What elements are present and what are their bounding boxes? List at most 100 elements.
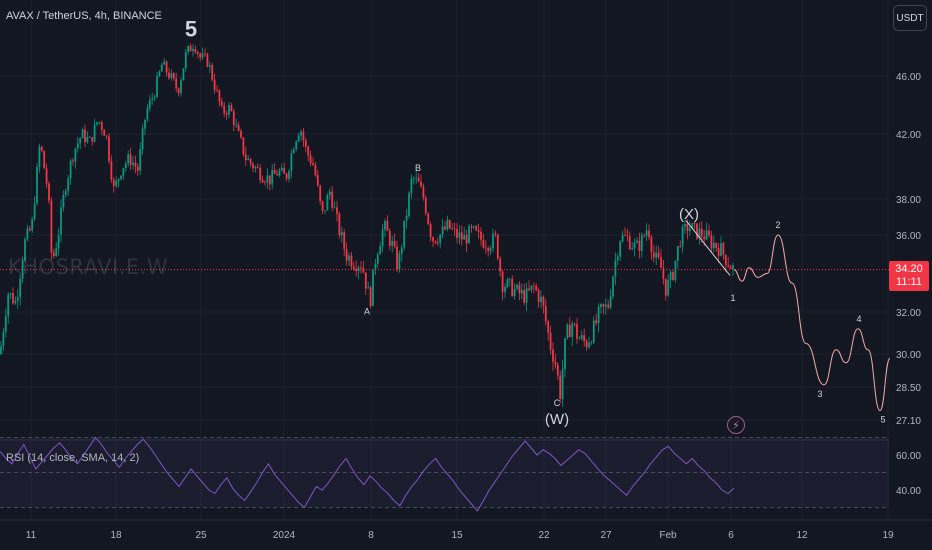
candle bbox=[684, 219, 686, 234]
lightning-icon[interactable]: ⚡︎ bbox=[727, 416, 745, 434]
candle-body bbox=[415, 177, 418, 179]
candle bbox=[280, 163, 283, 172]
candle-body bbox=[204, 53, 206, 55]
candle-body bbox=[254, 166, 257, 169]
candle-body bbox=[348, 255, 350, 261]
candle bbox=[74, 147, 77, 169]
candle bbox=[297, 133, 300, 143]
candle-body bbox=[60, 207, 62, 235]
candle bbox=[115, 176, 118, 188]
candle-body bbox=[568, 324, 571, 338]
candle bbox=[388, 228, 391, 251]
candle-body bbox=[585, 341, 588, 348]
candle bbox=[494, 230, 497, 238]
candle bbox=[288, 169, 290, 183]
candle bbox=[652, 245, 655, 263]
candle-body bbox=[69, 160, 72, 178]
candle-body bbox=[400, 247, 403, 254]
candle-body bbox=[290, 153, 293, 171]
candle bbox=[57, 228, 60, 256]
candle bbox=[554, 353, 557, 369]
candle bbox=[249, 157, 252, 168]
candle bbox=[108, 133, 110, 165]
candle-body bbox=[602, 304, 605, 307]
candle bbox=[580, 330, 583, 341]
candle-body bbox=[302, 131, 305, 141]
candle bbox=[523, 283, 526, 306]
candle bbox=[525, 282, 528, 312]
candle-body bbox=[720, 243, 722, 256]
price-axis[interactable]: 46.00 42.00 38.00 36.00 32.00 30.00 28.50 27.10 bbox=[896, 72, 921, 427]
time-tick-label: 12 bbox=[796, 530, 808, 541]
candle-body bbox=[208, 65, 211, 67]
candle-body bbox=[410, 178, 413, 193]
candle bbox=[727, 256, 730, 268]
candle-body bbox=[199, 53, 202, 58]
candle bbox=[333, 201, 336, 209]
candle bbox=[261, 175, 264, 183]
candle-body bbox=[652, 252, 655, 258]
candle bbox=[290, 149, 293, 178]
candle bbox=[156, 71, 158, 99]
candle bbox=[638, 232, 641, 259]
candle-body bbox=[36, 166, 38, 204]
candle-body bbox=[679, 246, 682, 247]
candle bbox=[316, 170, 319, 188]
candle-body bbox=[28, 228, 31, 231]
candle-body bbox=[662, 267, 665, 279]
wave-label: 3 bbox=[817, 389, 822, 399]
candle-body bbox=[57, 234, 60, 249]
time-tick-label: 8 bbox=[368, 530, 374, 541]
candle-body bbox=[249, 158, 252, 164]
candle-body bbox=[624, 234, 626, 236]
candle bbox=[640, 232, 643, 258]
candle bbox=[110, 155, 113, 183]
candle-body bbox=[710, 235, 713, 249]
current-price-value: 34.20 bbox=[895, 263, 923, 275]
candle-body bbox=[636, 240, 638, 243]
candle bbox=[379, 241, 382, 255]
candle bbox=[393, 233, 396, 249]
candle bbox=[14, 296, 17, 305]
candle-body bbox=[129, 154, 132, 165]
symbol-title[interactable]: AVAX / TetherUS, 4h, BINANCE bbox=[6, 10, 162, 22]
rsi-indicator-label[interactable]: RSI (14, close, SMA, 14, 2) bbox=[6, 452, 140, 464]
candle-body bbox=[612, 276, 614, 297]
candle bbox=[309, 150, 312, 167]
candle bbox=[693, 221, 696, 230]
candle bbox=[350, 251, 353, 270]
candle bbox=[729, 264, 732, 269]
candle bbox=[662, 259, 665, 285]
candle-body bbox=[31, 219, 34, 231]
currency-button[interactable]: USDT bbox=[893, 5, 927, 31]
candle bbox=[194, 45, 197, 55]
candle bbox=[273, 163, 276, 174]
candle-body bbox=[237, 124, 240, 131]
candle bbox=[513, 283, 516, 300]
candle bbox=[364, 272, 367, 295]
time-axis[interactable]: 11 18 25 2024 8 15 22 27 Feb 6 12 19 bbox=[0, 519, 932, 541]
candle-body bbox=[540, 296, 542, 303]
candle-body bbox=[45, 168, 48, 184]
candle-body bbox=[405, 215, 408, 221]
candle-body bbox=[691, 223, 694, 229]
candle bbox=[511, 275, 514, 298]
candle bbox=[175, 72, 178, 93]
candle bbox=[715, 242, 718, 252]
candle bbox=[444, 221, 446, 231]
candle bbox=[573, 322, 576, 328]
candle bbox=[604, 298, 607, 315]
candle-body bbox=[616, 256, 619, 261]
candle-body bbox=[297, 135, 300, 142]
candle-body bbox=[7, 294, 10, 317]
candle bbox=[477, 223, 480, 239]
price-tick-label: 46.00 bbox=[896, 72, 921, 83]
candle-body bbox=[74, 148, 77, 162]
candle-body bbox=[225, 113, 228, 115]
candle bbox=[636, 236, 638, 244]
candle-body bbox=[230, 105, 233, 112]
candle-body bbox=[280, 167, 283, 171]
candle bbox=[400, 244, 403, 262]
candle bbox=[266, 168, 269, 189]
